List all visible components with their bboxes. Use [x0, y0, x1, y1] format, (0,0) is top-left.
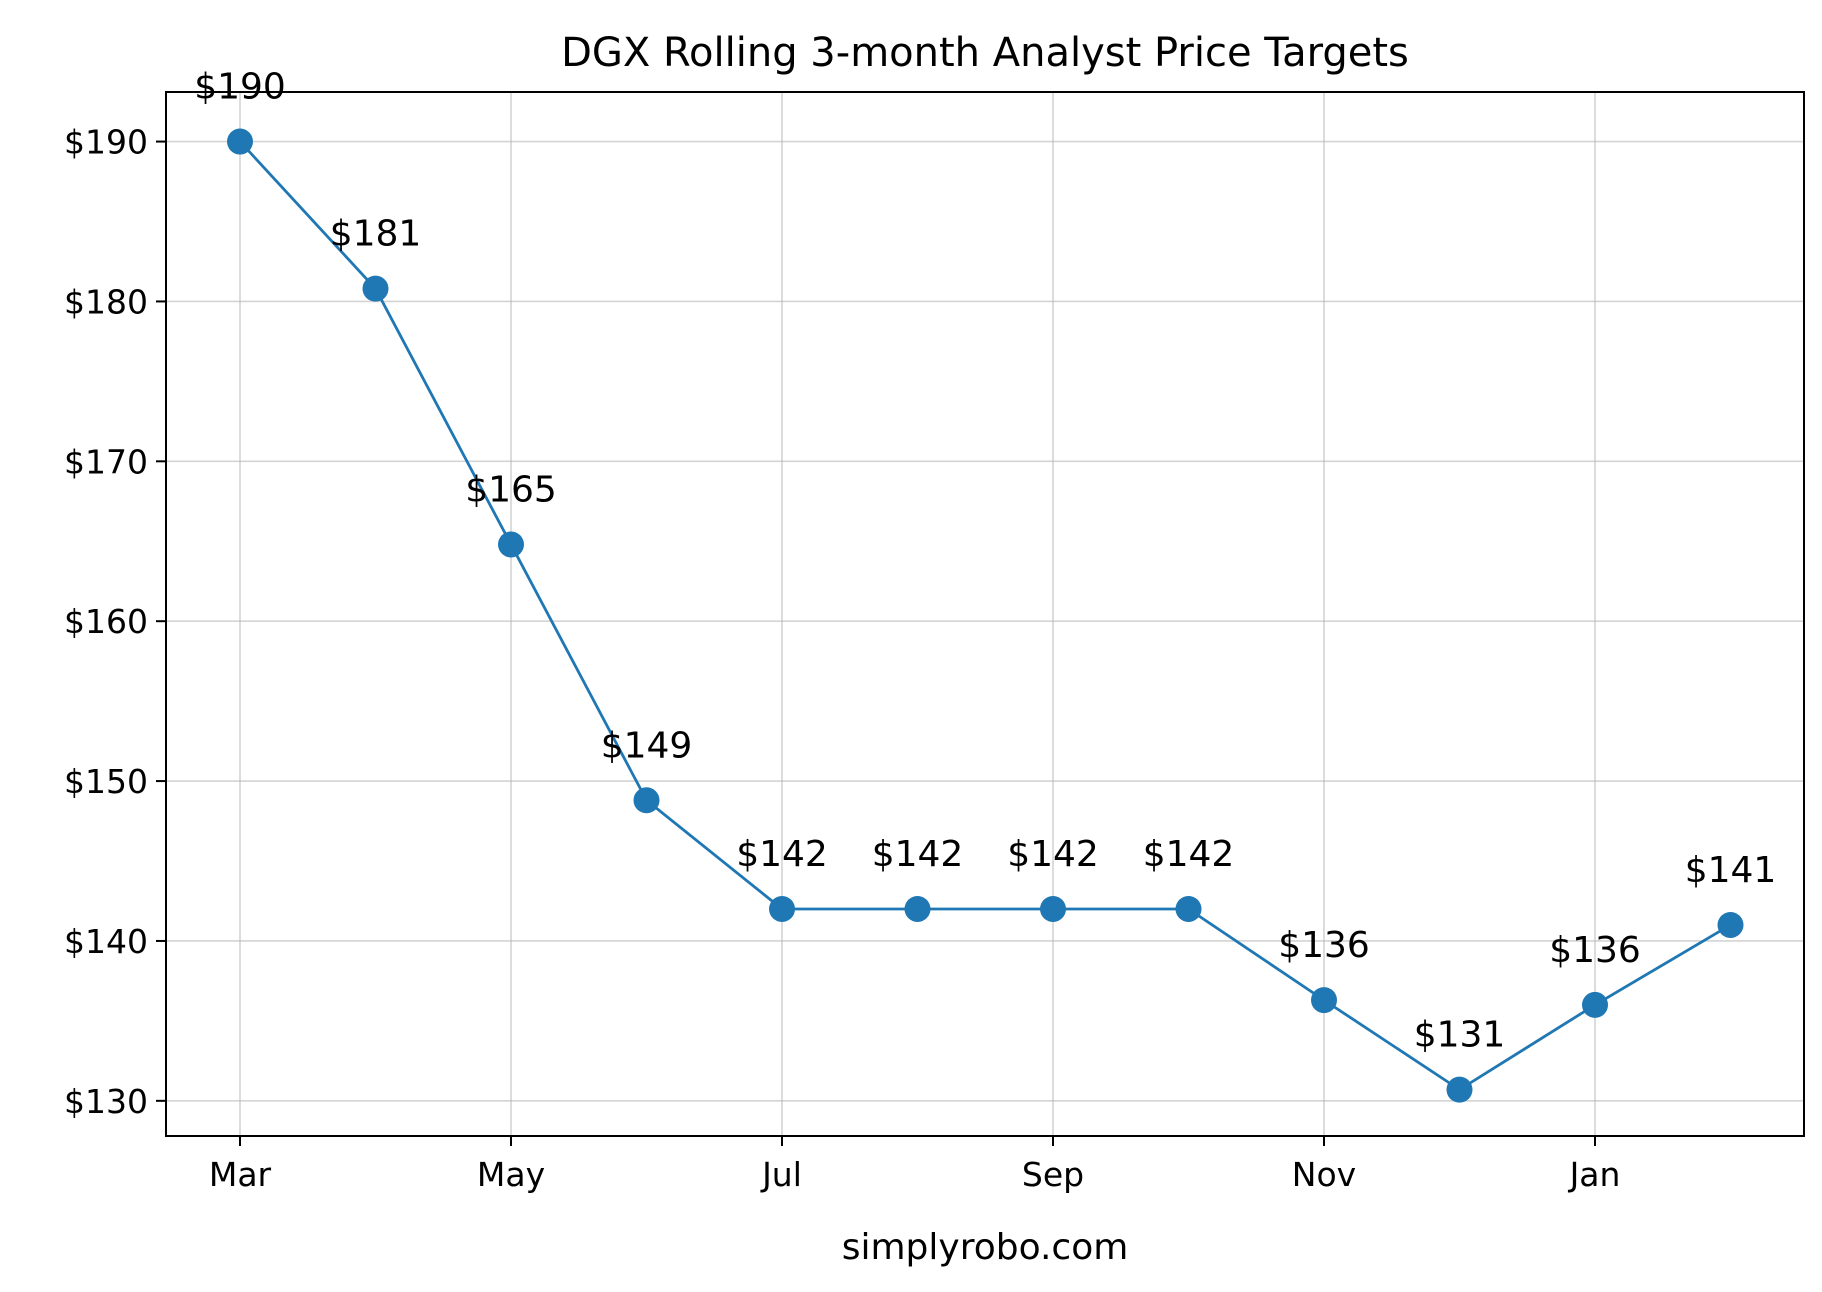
data-label: $181 — [330, 214, 422, 255]
x-tick-label: Nov — [1292, 1155, 1356, 1194]
data-point — [498, 531, 524, 558]
data-label: $190 — [194, 67, 286, 108]
x-tick-label: Jan — [1568, 1155, 1621, 1194]
data-point — [1040, 895, 1066, 922]
data-label: $142 — [1007, 834, 1099, 875]
plot-frame — [165, 91, 1805, 1137]
series-line — [227, 128, 1744, 1103]
x-tick-label: Sep — [1022, 1155, 1084, 1194]
data-point — [1446, 1076, 1473, 1103]
grid-lines — [166, 92, 1804, 1136]
y-tick-label: $150 — [64, 762, 148, 801]
y-tick-label: $180 — [64, 282, 148, 321]
data-point — [362, 275, 389, 302]
y-tick-label: $190 — [64, 123, 148, 162]
chart-title: DGX Rolling 3-month Analyst Price Target… — [561, 30, 1409, 76]
x-tick-label: Mar — [209, 1155, 272, 1194]
data-point — [1175, 895, 1202, 922]
data-label: $165 — [465, 469, 557, 510]
data-point — [769, 895, 795, 922]
y-axis: $130 $140 $150 $160 $170 $180 $190 — [64, 123, 166, 1121]
x-tick-label: May — [477, 1155, 545, 1194]
data-point — [633, 787, 660, 814]
data-label: $142 — [1143, 834, 1235, 875]
y-tick-label: $160 — [64, 602, 148, 641]
data-label: $136 — [1278, 925, 1370, 966]
data-point — [904, 895, 931, 922]
data-label: $149 — [601, 725, 693, 766]
data-label: $142 — [872, 834, 964, 875]
data-labels: $190 $181 $165 $149 $142 $142 $142 $142 $136 $131… — [194, 67, 1776, 1056]
data-label: $131 — [1414, 1015, 1506, 1056]
data-point — [1311, 987, 1337, 1014]
data-label: $136 — [1549, 930, 1641, 971]
x-tick-label: Jul — [760, 1155, 802, 1194]
y-tick-label: $130 — [64, 1082, 148, 1121]
data-label: $141 — [1685, 850, 1777, 891]
data-point — [227, 128, 253, 155]
y-tick-label: $140 — [64, 922, 148, 961]
series-line-path — [238, 140, 1732, 1092]
y-tick-label: $170 — [64, 442, 148, 481]
x-axis: Mar May Jul Sep Nov Jan — [209, 1136, 1621, 1194]
data-point — [1582, 991, 1608, 1018]
x-axis-label: simplyrobo.com — [842, 1227, 1129, 1268]
data-point — [1717, 911, 1744, 938]
data-label: $142 — [736, 834, 828, 875]
